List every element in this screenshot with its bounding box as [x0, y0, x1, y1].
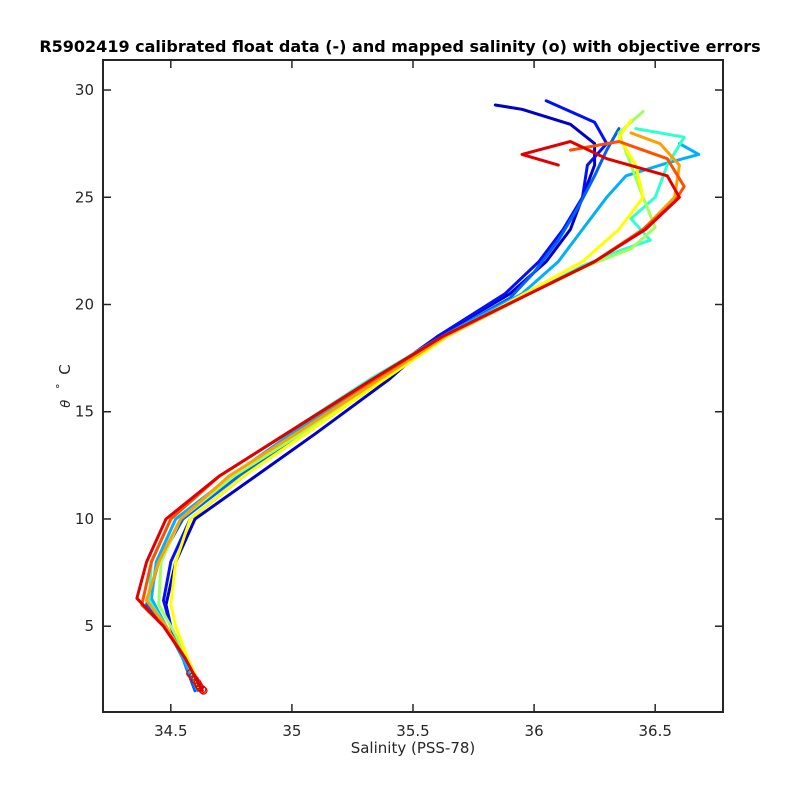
series-line-4: [149, 142, 701, 693]
x-tick-label-4: 36: [525, 722, 544, 740]
mapped-salinity-marker-7: [198, 685, 207, 694]
series-line-10: [135, 140, 681, 693]
y-tick-label-4: 20: [75, 296, 94, 314]
x-axis-label: Salinity (PSS-78): [351, 739, 476, 757]
series-line-8: [145, 131, 681, 693]
y-tick-label-1: 5: [84, 617, 94, 635]
y-tick-label-5: 25: [75, 188, 94, 206]
y-axis-label-symbol: θ: [59, 400, 74, 408]
series-line-3: [145, 127, 621, 693]
y-axis-label-degree: °: [54, 384, 67, 390]
y-tick-label-6: 30: [75, 81, 94, 99]
series-line-1: [164, 103, 597, 693]
ticks-layer: 34.5 35 35.5 36 36.5 5 10 15 20 25 30: [75, 60, 723, 740]
series-line-9: [140, 140, 686, 693]
series-layer: [135, 99, 701, 693]
series-line-7: [169, 118, 645, 693]
x-tick-label-5: 36.5: [638, 722, 671, 740]
series-line-5: [147, 127, 686, 693]
y-tick-label-2: 10: [75, 510, 94, 528]
chart-title: R5902419 calibrated float data (-) and m…: [39, 37, 760, 56]
series-line-2: [162, 99, 609, 693]
marker-layer: [186, 669, 208, 695]
x-tick-label-2: 35: [282, 722, 301, 740]
mapped-salinity-marker-8: [199, 686, 208, 695]
y-axis-label-unit: C: [56, 364, 74, 374]
x-tick-label-1: 34.5: [154, 722, 187, 740]
x-tick-label-3: 35.5: [396, 722, 429, 740]
y-tick-label-3: 15: [75, 403, 94, 421]
y-axis-label: θ ° C: [50, 364, 74, 408]
